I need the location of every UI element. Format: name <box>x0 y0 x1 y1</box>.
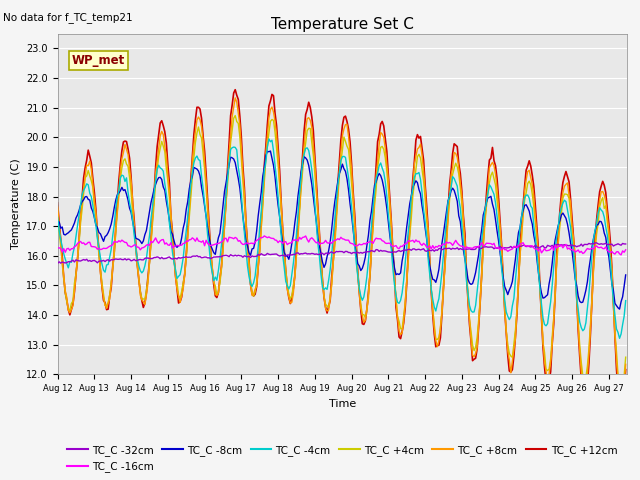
Text: WP_met: WP_met <box>72 54 125 67</box>
Legend: TC_C -32cm, TC_C -16cm, TC_C -8cm, TC_C -4cm, TC_C +4cm, TC_C +8cm, TC_C +12cm: TC_C -32cm, TC_C -16cm, TC_C -8cm, TC_C … <box>63 441 621 476</box>
X-axis label: Time: Time <box>329 399 356 408</box>
Y-axis label: Temperature (C): Temperature (C) <box>11 158 20 250</box>
Text: No data for f_TC_temp21: No data for f_TC_temp21 <box>3 12 133 23</box>
Title: Temperature Set C: Temperature Set C <box>271 17 414 33</box>
